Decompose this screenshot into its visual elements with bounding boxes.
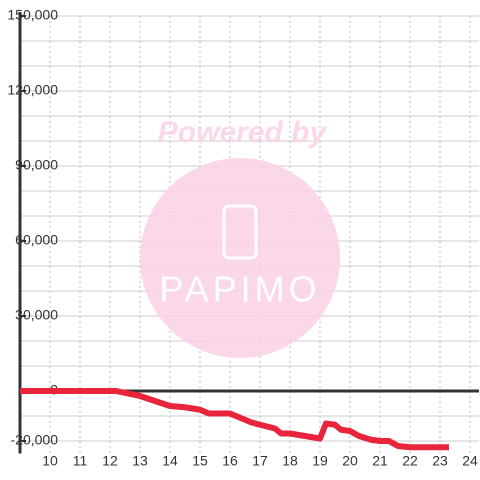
line (20, 388, 449, 451)
watermark: Powered by PAPIMO (140, 116, 340, 358)
x-tick-label: 14 (162, 453, 178, 469)
y-tick-label: -20,000 (11, 432, 59, 448)
x-tick-label: 10 (42, 453, 58, 469)
x-tick-label: 21 (372, 453, 388, 469)
y-tick-label: 120,000 (7, 82, 58, 98)
x-tick-label: 20 (342, 453, 358, 469)
y-tick-label: 150,000 (7, 7, 58, 23)
x-tick-label: 19 (312, 453, 328, 469)
x-tick-label: 22 (402, 453, 418, 469)
watermark-logo: PAPIMO (159, 269, 320, 310)
x-tick-label: 24 (462, 453, 478, 469)
y-tick-label: 90,000 (15, 157, 58, 173)
y-tick-label: 30,000 (15, 307, 58, 323)
x-tick-label: 17 (252, 453, 268, 469)
x-tick-label: 18 (282, 453, 298, 469)
y-tick-label: 60,000 (15, 232, 58, 248)
x-tick-label: 23 (432, 453, 448, 469)
x-tick-label: 13 (132, 453, 148, 469)
x-tick-label: 15 (192, 453, 208, 469)
watermark-text: Powered by (158, 116, 328, 149)
x-tick-label: 11 (73, 453, 88, 469)
x-tick-label: 16 (222, 453, 238, 469)
x-tick-label: 12 (102, 453, 118, 469)
watermark-icon (222, 204, 258, 260)
